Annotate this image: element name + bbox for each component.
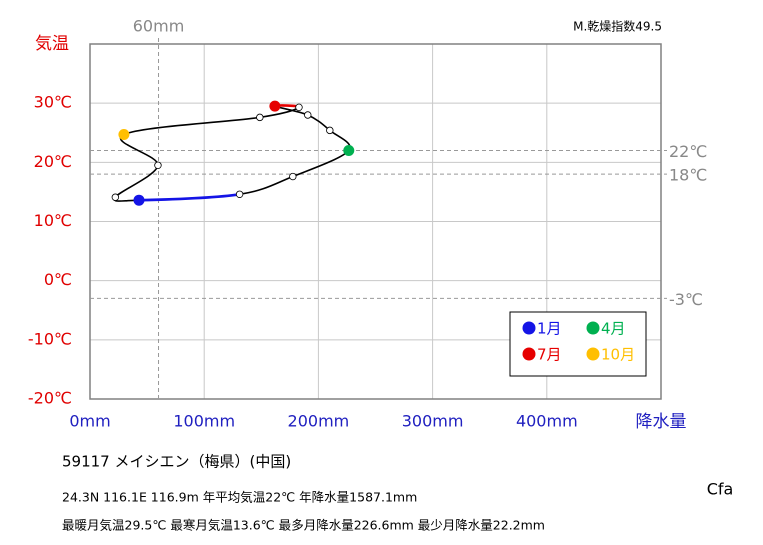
- y-tick-label: 0℃: [44, 270, 72, 289]
- month-marker: [343, 145, 355, 156]
- info-line: 最暖月気温29.5℃ 最寒月気温13.6℃ 最多月降水量226.6mm 最少月降…: [62, 518, 545, 533]
- x-tick-label: 0mm: [69, 412, 110, 431]
- climate-loop: [113, 104, 351, 202]
- point: [256, 113, 264, 122]
- legend-label: 10月: [601, 346, 635, 364]
- legend: 1月 4月 7月 10月: [509, 311, 647, 377]
- legend-label: 1月: [537, 320, 562, 338]
- point: [111, 193, 120, 201]
- x-tick-label: 100mm: [173, 412, 235, 431]
- legend-label: 4月: [601, 320, 626, 338]
- y-tick-label: -10℃: [28, 329, 72, 348]
- legend-box: [509, 311, 647, 377]
- y-axis-label: 気温: [35, 34, 69, 54]
- legend-marker: [522, 321, 536, 335]
- station: 59117 メイシエン（梅県）(中国): [62, 453, 291, 471]
- month-marker: [118, 129, 130, 141]
- x-tick-label: 300mm: [402, 412, 464, 431]
- reference-label: 18℃: [669, 166, 707, 185]
- point: [326, 126, 334, 135]
- climate-class: Cfa: [707, 480, 734, 499]
- point: [289, 172, 297, 181]
- y-tick-label: -20℃: [28, 389, 72, 408]
- y-tick-label: 30℃: [34, 93, 72, 112]
- month-marker: [269, 100, 281, 112]
- dryness-index: M.乾燥指数49.5: [573, 19, 662, 34]
- reference-label: 60mm: [133, 17, 185, 36]
- legend-marker: [522, 347, 536, 361]
- info-line: 24.3N 116.1E 116.9m 年平均気温22℃ 年降水量1587.1m…: [62, 490, 417, 505]
- point: [295, 103, 303, 112]
- x-tick-label: 200mm: [288, 412, 350, 431]
- y-tick-label: 10℃: [34, 211, 72, 230]
- y-tick-label: 20℃: [34, 152, 72, 171]
- legend-label: 7月: [537, 346, 562, 364]
- point: [154, 161, 162, 169]
- highlight-segment: [138, 192, 240, 202]
- point: [304, 111, 312, 119]
- legend-marker: [586, 347, 600, 361]
- reference-label: -3℃: [669, 290, 703, 309]
- x-tick-label: 400mm: [516, 412, 578, 431]
- plot-frame: [89, 43, 662, 400]
- point: [235, 190, 244, 198]
- month-marker: [133, 194, 145, 206]
- x-axis-label: 降水量: [636, 412, 687, 432]
- reference-label: 22℃: [669, 142, 707, 161]
- legend-marker: [586, 321, 600, 335]
